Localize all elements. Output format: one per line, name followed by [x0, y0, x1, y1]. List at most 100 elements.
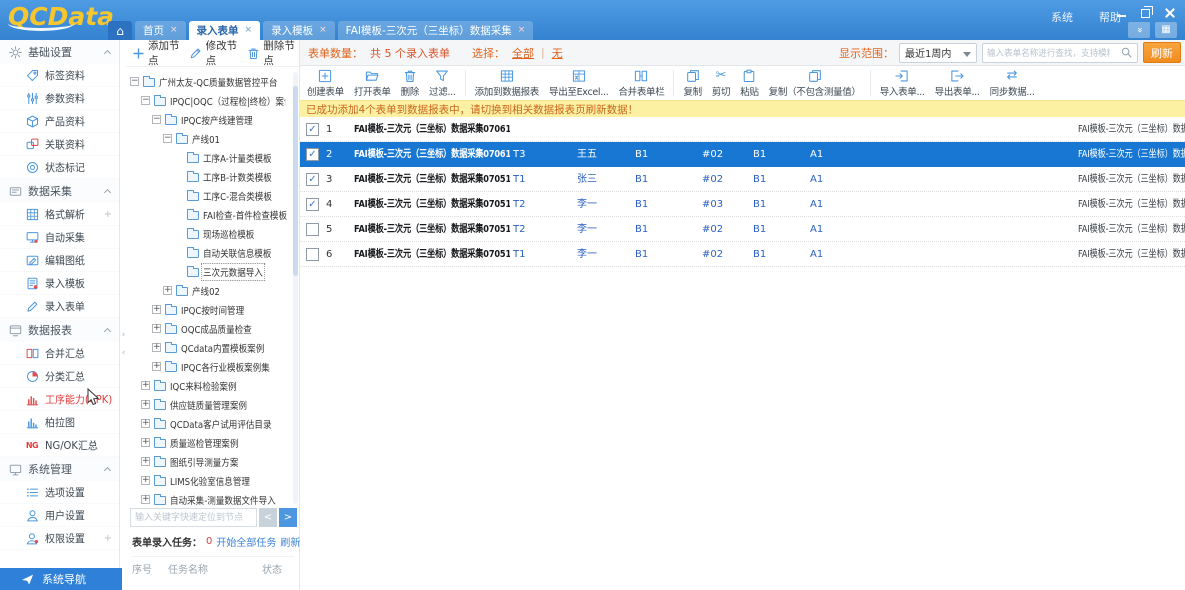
row-checkbox[interactable] — [306, 173, 319, 186]
toolbar-button[interactable]: ✂剪切 — [707, 67, 735, 99]
sidebar-item[interactable]: 用户设置 — [0, 504, 119, 527]
tree-node[interactable]: 现场巡检模板 — [174, 224, 298, 243]
sidebar-item[interactable]: 状态标记 — [0, 156, 119, 179]
tree-expander-icon[interactable] — [141, 476, 150, 485]
range-select[interactable]: 最近1周内 — [899, 43, 977, 63]
tree-node[interactable]: 供应链质量管理案例 — [141, 395, 298, 414]
tree-node[interactable]: 产线01 — [163, 129, 298, 148]
tree-expander-icon[interactable] — [141, 457, 150, 466]
tree-expander-icon[interactable] — [152, 343, 161, 352]
sidebar-item[interactable]: 选项设置 — [0, 481, 119, 504]
tree-node[interactable]: QCData客户试用评估目录 — [141, 414, 298, 433]
tree-node[interactable]: 三次元数据导入 — [174, 262, 298, 281]
collapse-right-icon[interactable]: › — [122, 330, 126, 340]
row-checkbox[interactable] — [306, 148, 319, 161]
tree-expander-icon[interactable] — [152, 115, 161, 124]
sidebar-item[interactable]: 合并汇总 — [0, 342, 119, 365]
tab-home[interactable] — [108, 21, 132, 40]
tree-expander-icon[interactable] — [141, 438, 150, 447]
toolbar-button[interactable]: 删除 — [396, 67, 424, 99]
sidebar-item[interactable]: 标签资料 — [0, 64, 119, 87]
sidebar-group-header-3[interactable]: 系统管理 — [0, 457, 119, 481]
expand-plus-icon[interactable]: + — [104, 533, 112, 544]
row-checkbox[interactable] — [306, 223, 319, 236]
tree-node[interactable]: OQC成品质量检查 — [152, 319, 298, 338]
sidebar-item[interactable]: 格式解析+ — [0, 203, 119, 226]
tab-list-icon[interactable] — [1155, 22, 1177, 38]
tree-expander-icon[interactable] — [163, 286, 172, 295]
tree-scrollbar[interactable] — [293, 72, 298, 504]
sidebar-item[interactable]: 产品资料 — [0, 110, 119, 133]
toolbar-button[interactable]: 创建表单 — [302, 67, 349, 99]
table-row[interactable]: 2FAI模板-三次元（三坐标）数据采集07061440T3王五B1#02B1A1… — [300, 142, 1185, 167]
menu-system[interactable]: 系统 — [1051, 9, 1073, 25]
sidebar-item[interactable]: 柏拉图 — [0, 411, 119, 434]
row-checkbox[interactable] — [306, 198, 319, 211]
tree-expander-icon[interactable] — [152, 324, 161, 333]
tree-node[interactable]: LIMS化验室信息管理 — [141, 471, 298, 490]
tree-node[interactable]: IPQC按时间管理 — [152, 300, 298, 319]
tree-node[interactable]: 广州太友-QC质量数据管控平台 — [130, 72, 298, 91]
table-row[interactable]: 1FAI模板-三次元（三坐标）数据采集07061500FAI模板-三次元（三坐标… — [300, 117, 1185, 142]
close-button[interactable] — [1165, 8, 1175, 18]
tree-node[interactable]: IPQC|OQC（过程检|终检）案例 — [141, 91, 298, 110]
find-next-button[interactable] — [279, 508, 297, 527]
tree-node[interactable]: IPQC各行业模板案例集 — [152, 357, 298, 376]
table-row[interactable]: 4FAI模板-三次元（三坐标）数据采集07051705T2李一B1#03B1A1… — [300, 192, 1185, 217]
tree-toolbar-button[interactable]: 修改节点 — [189, 38, 242, 68]
tree-expander-icon[interactable] — [141, 419, 150, 428]
tree-node[interactable]: QCdata内置模板案例 — [152, 338, 298, 357]
minimize-button[interactable] — [1117, 9, 1126, 17]
sidebar-item[interactable]: 参数资料 — [0, 87, 119, 110]
tree-expander-icon[interactable] — [141, 495, 150, 504]
sidebar-item[interactable]: 权限设置+ — [0, 527, 119, 550]
row-checkbox[interactable] — [306, 123, 319, 136]
tree-toolbar-button[interactable]: 删除节点 — [246, 38, 299, 68]
refresh-button[interactable]: 刷新 — [1143, 42, 1181, 63]
toolbar-button[interactable]: 过滤... — [424, 67, 461, 99]
tab-close-icon[interactable] — [518, 26, 526, 35]
toolbar-button[interactable]: ⇄同步数据... — [985, 67, 1040, 99]
sidebar-group-header-1[interactable]: 数据采集 — [0, 179, 119, 203]
tree-node[interactable]: 工序B-计数类模板 — [174, 167, 298, 186]
tab-close-icon[interactable] — [319, 26, 327, 35]
tree-node[interactable]: IPQC按产线建管理 — [152, 110, 298, 129]
toolbar-button[interactable]: 导出至Excel... — [544, 67, 613, 99]
sidebar-item[interactable]: NGNG/OK汇总 — [0, 434, 119, 457]
tree-node[interactable]: 自动关联信息模板 — [174, 243, 298, 262]
select-none-link[interactable]: 无 — [552, 45, 563, 61]
tree-node[interactable]: 工序A-计量类模板 — [174, 148, 298, 167]
toolbar-button[interactable]: 合并表单栏 — [613, 67, 669, 99]
sidebar-item[interactable]: 关联资料 — [0, 133, 119, 156]
sidebar-item[interactable]: 分类汇总 — [0, 365, 119, 388]
tree-node[interactable]: 图纸引导测量方案 — [141, 452, 298, 471]
tree-expander-icon[interactable] — [141, 381, 150, 390]
table-row[interactable]: 3FAI模板-三次元（三坐标）数据采集07051800T1张三B1#02B1A1… — [300, 167, 1185, 192]
toolbar-button[interactable]: 添加到数据报表 — [470, 67, 544, 99]
tree-expander-icon[interactable] — [130, 77, 139, 86]
tree-expander-icon[interactable] — [163, 134, 172, 143]
sidebar-group-header-2[interactable]: 数据报表 — [0, 318, 119, 342]
toolbar-button[interactable]: 粘贴 — [735, 67, 763, 99]
sidebar-group-header-0[interactable]: 基础设置 — [0, 40, 119, 64]
tree-node[interactable]: 质量巡检管理案例 — [141, 433, 298, 452]
start-all-tasks-link[interactable]: 开始全部任务 — [216, 534, 276, 549]
tree-expander-icon[interactable] — [141, 96, 150, 105]
table-row[interactable]: 5FAI模板-三次元（三坐标）数据采集07051421T2李一B1#02B1A1… — [300, 217, 1185, 242]
tree-node[interactable]: FAI检查-首件检查模板 — [174, 205, 298, 224]
find-prev-button[interactable] — [259, 508, 277, 527]
tree-node[interactable]: 工序C-混合类模板 — [174, 186, 298, 205]
expand-plus-icon[interactable]: + — [104, 209, 112, 220]
tree-expander-icon[interactable] — [141, 400, 150, 409]
sidebar-item[interactable]: 录入表单 — [0, 295, 119, 318]
tree-node[interactable]: IQC来料检验案例 — [141, 376, 298, 395]
sidebar-item[interactable]: 编辑图纸 — [0, 249, 119, 272]
sidebar-item[interactable]: 自动采集 — [0, 226, 119, 249]
tree-node[interactable]: 产线02 — [163, 281, 298, 300]
select-all-link[interactable]: 全部 — [512, 45, 534, 61]
tree-expander-icon[interactable] — [152, 362, 161, 371]
tab-close-icon[interactable] — [170, 26, 178, 35]
chevron-down-double-icon[interactable] — [1128, 22, 1150, 38]
tab-3[interactable]: FAI模板-三次元（三坐标）数据采集 — [338, 21, 534, 40]
tree-node[interactable]: 自动采集-测量数据文件导入 — [141, 490, 298, 507]
